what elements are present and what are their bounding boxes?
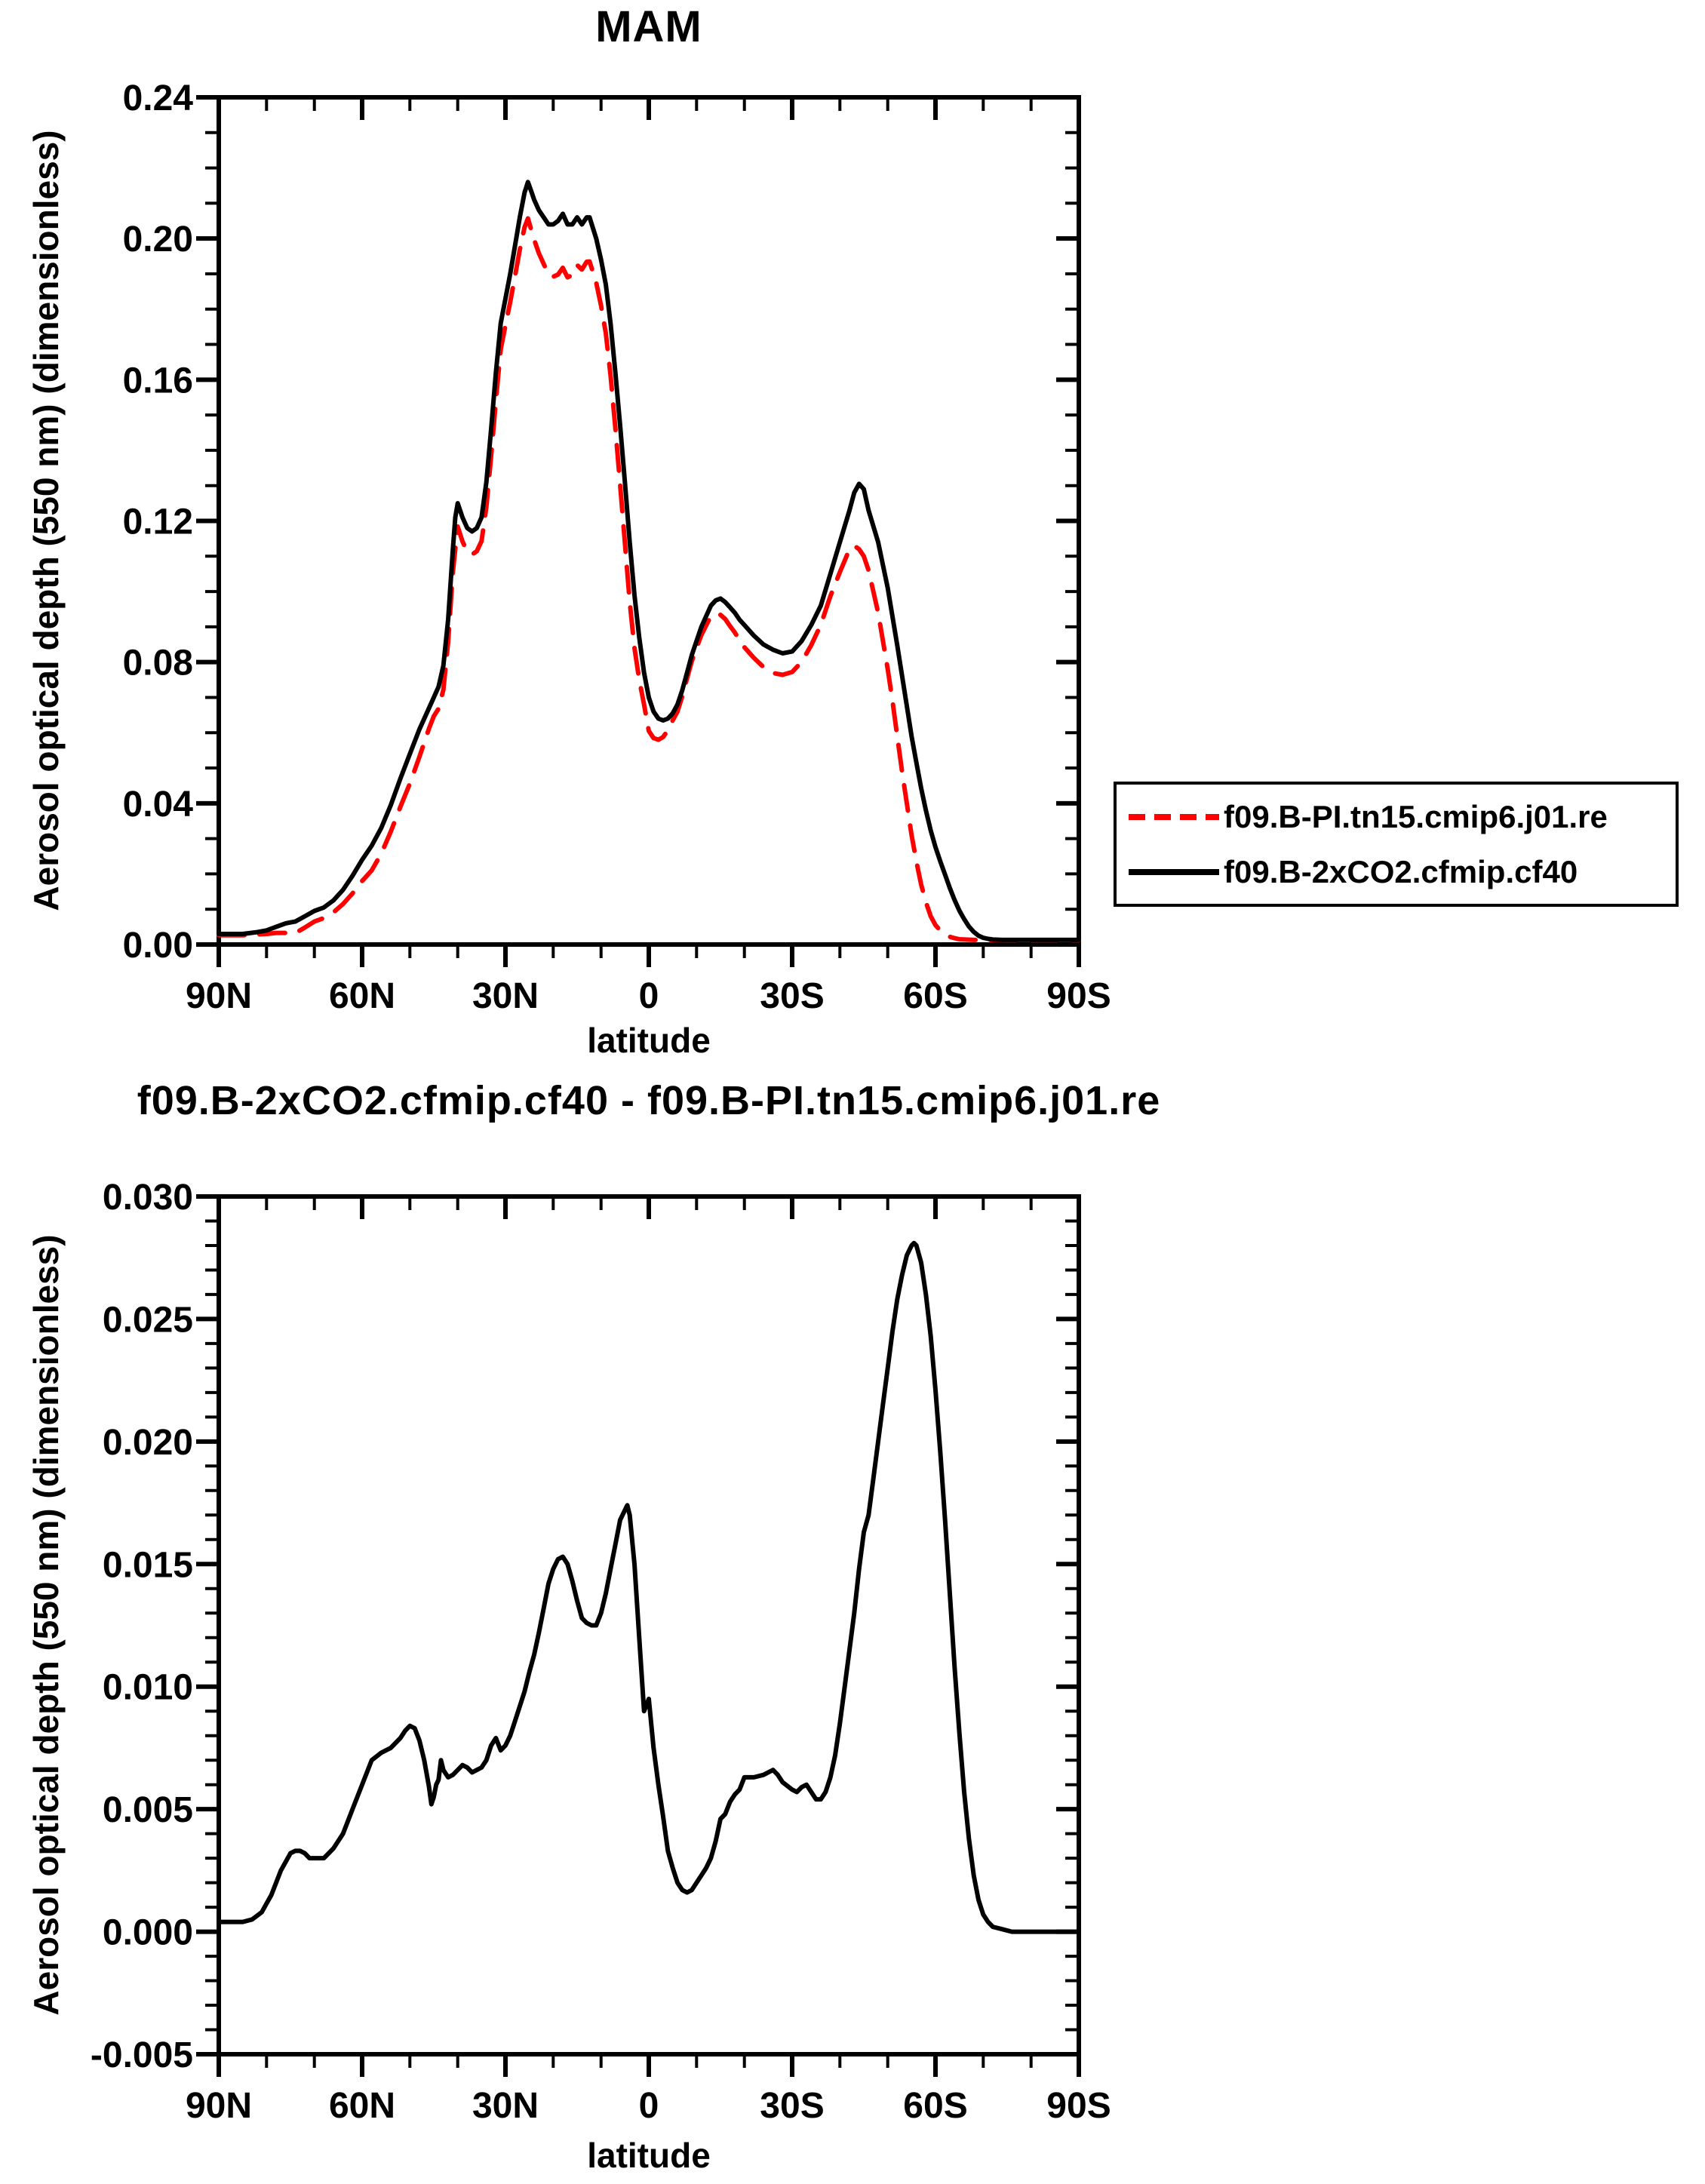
solid-black-line-icon xyxy=(1129,868,1219,875)
y-tick-label: 0.000 xyxy=(103,1913,193,1953)
x-tick-label: 0 xyxy=(639,976,659,1016)
bottom-chart-y-axis-label: Aerosol optical depth (550 nm) (dimensio… xyxy=(26,1234,66,2016)
legend-label-pi: f09.B-PI.tn15.cmip6.j01.re xyxy=(1224,798,1608,834)
y-tick-label: -0.005 xyxy=(91,2035,193,2075)
y-tick-label: 0.08 xyxy=(123,644,193,683)
series-f09.B-PI.tn15.cmip6.j01.re xyxy=(217,216,1081,943)
bottom-chart-x-axis-label: latitude xyxy=(587,2136,711,2175)
y-tick-label: 0.24 xyxy=(123,78,194,118)
top-chart-x-axis-label: latitude xyxy=(587,1021,711,1060)
dashed-red-line-icon xyxy=(1129,813,1219,820)
bottom-chart-title: f09.B-2xCO2.cfmip.cf40 - f09.B-PI.tn15.c… xyxy=(137,1078,1161,1123)
plot-frame xyxy=(217,95,1081,947)
y-tick-label: 0.16 xyxy=(123,361,193,401)
x-tick-label: 30N xyxy=(472,976,539,1016)
top-chart-title: MAM xyxy=(595,2,702,51)
y-tick-label: 0.015 xyxy=(103,1545,193,1585)
y-tick-label: 0.005 xyxy=(103,1790,193,1830)
x-tick-label: 60S xyxy=(903,2086,967,2126)
y-tick-label: 0.030 xyxy=(103,1178,193,1218)
x-tick-label: 90N xyxy=(186,2086,252,2126)
x-tick-label: 60S xyxy=(903,976,967,1016)
x-tick-label: 90S xyxy=(1046,2086,1111,2126)
legend-entry-2xco2: f09.B-2xCO2.cfmip.cf40 xyxy=(1127,854,1676,890)
x-tick-label: 60N xyxy=(329,2086,395,2126)
x-tick-label: 90S xyxy=(1046,976,1111,1016)
y-tick-label: 0.04 xyxy=(123,785,194,825)
series-difference xyxy=(217,1240,1081,1934)
y-tick-label: 0.20 xyxy=(123,220,193,260)
y-tick-label: 0.020 xyxy=(103,1423,193,1463)
x-tick-label: 30S xyxy=(760,2086,824,2126)
top-chart-y-axis-label: Aerosol optical depth (550 nm) (dimensio… xyxy=(26,130,66,911)
x-tick-label: 30S xyxy=(760,976,824,1016)
legend: f09.B-PI.tn15.cmip6.j01.re f09.B-2xCO2.c… xyxy=(1114,782,1679,907)
series-f09.B-2xCO2.cfmip.cf40 xyxy=(217,180,1081,942)
x-tick-label: 60N xyxy=(329,976,395,1016)
legend-label-2xco2: f09.B-2xCO2.cfmip.cf40 xyxy=(1224,853,1578,889)
legend-entry-pi: f09.B-PI.tn15.cmip6.j01.re xyxy=(1127,799,1676,835)
plot-frame xyxy=(217,1194,1081,2057)
y-tick-label: 0.00 xyxy=(123,926,193,966)
x-tick-label: 30N xyxy=(472,2086,539,2126)
y-tick-label: 0.010 xyxy=(103,1668,193,1708)
y-tick-label: 0.12 xyxy=(123,502,193,542)
y-tick-label: 0.025 xyxy=(103,1300,193,1340)
x-tick-label: 90N xyxy=(186,976,252,1016)
x-tick-label: 0 xyxy=(639,2086,659,2126)
